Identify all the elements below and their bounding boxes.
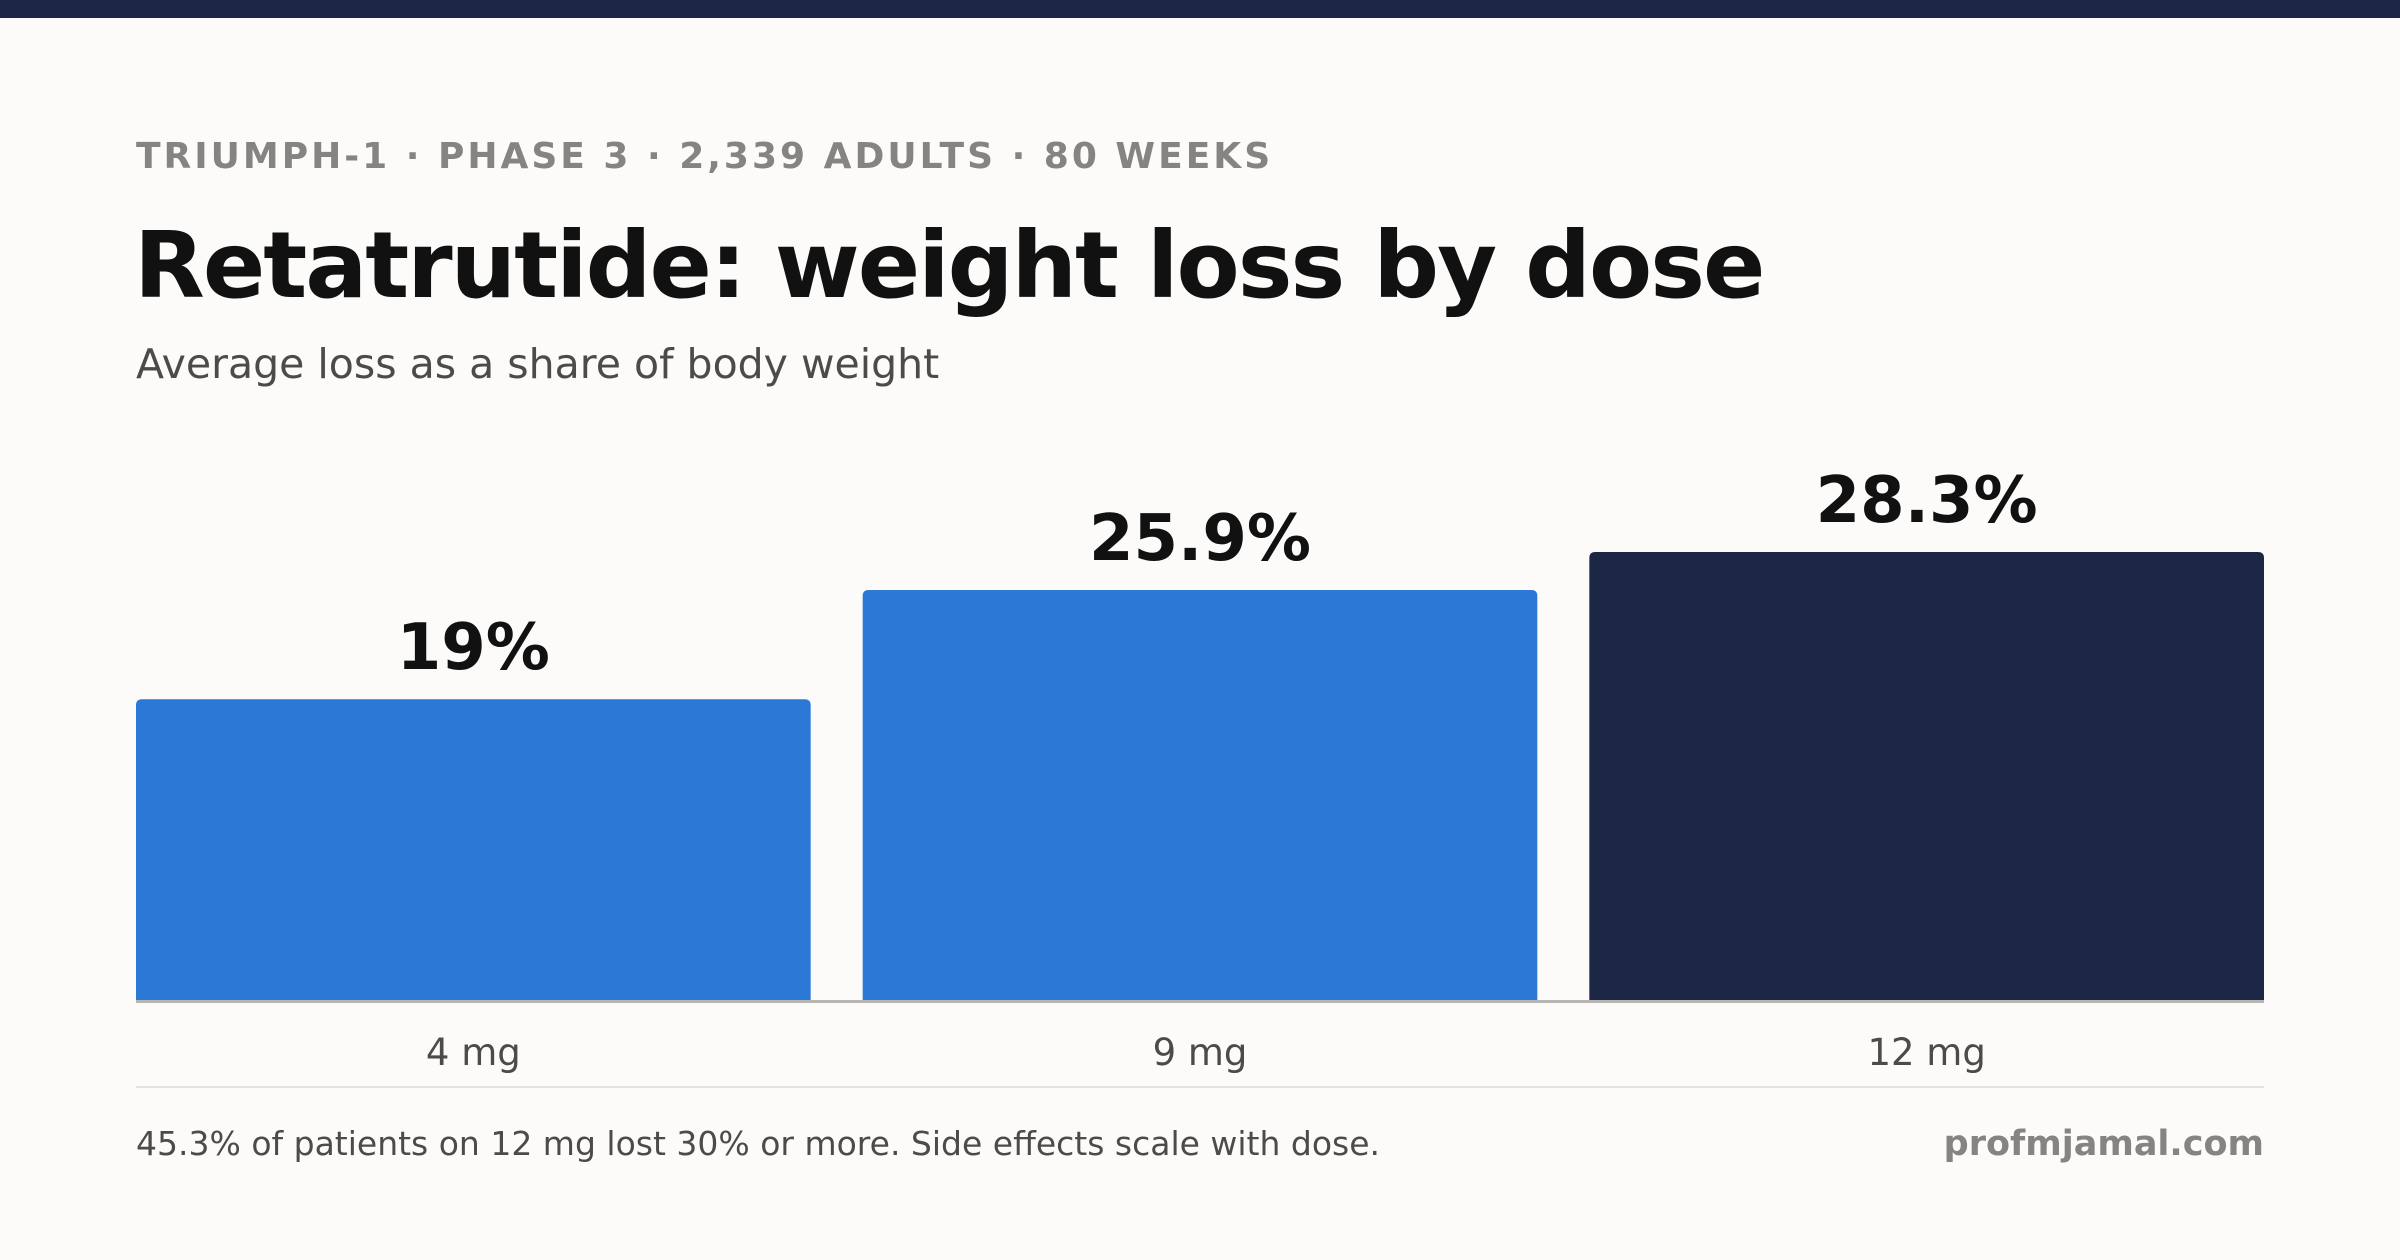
value-label: 19%	[397, 611, 550, 685]
bar-4-mg	[136, 699, 811, 1000]
value-label: 28.3%	[1816, 464, 2038, 538]
source-credit: profmjamal.com	[1943, 1124, 2264, 1164]
bar-9-mg	[862, 589, 1538, 1000]
category-label: 12 mg	[1867, 1031, 1985, 1074]
bar-chart: 19% 4 mg 25.9% 9 mg 28.3% 12 mg	[136, 464, 2264, 1074]
chart-title: Retatrutide: weight loss by dose	[134, 212, 1765, 319]
bar-12-mg	[1589, 552, 2264, 1000]
chart-subtitle: Average loss as a share of body weight	[136, 340, 940, 388]
footnote: 45.3% of patients on 12 mg lost 30% or m…	[136, 1124, 1381, 1163]
category-label: 9 mg	[1153, 1031, 1248, 1074]
study-eyebrow: TRIUMPH-1 · PHASE 3 · 2,339 ADULTS · 80 …	[136, 136, 1274, 177]
footer-divider	[136, 1086, 2264, 1088]
value-label: 25.9%	[1089, 502, 1311, 576]
category-label: 4 mg	[426, 1031, 521, 1074]
top-accent-bar	[0, 0, 2400, 18]
